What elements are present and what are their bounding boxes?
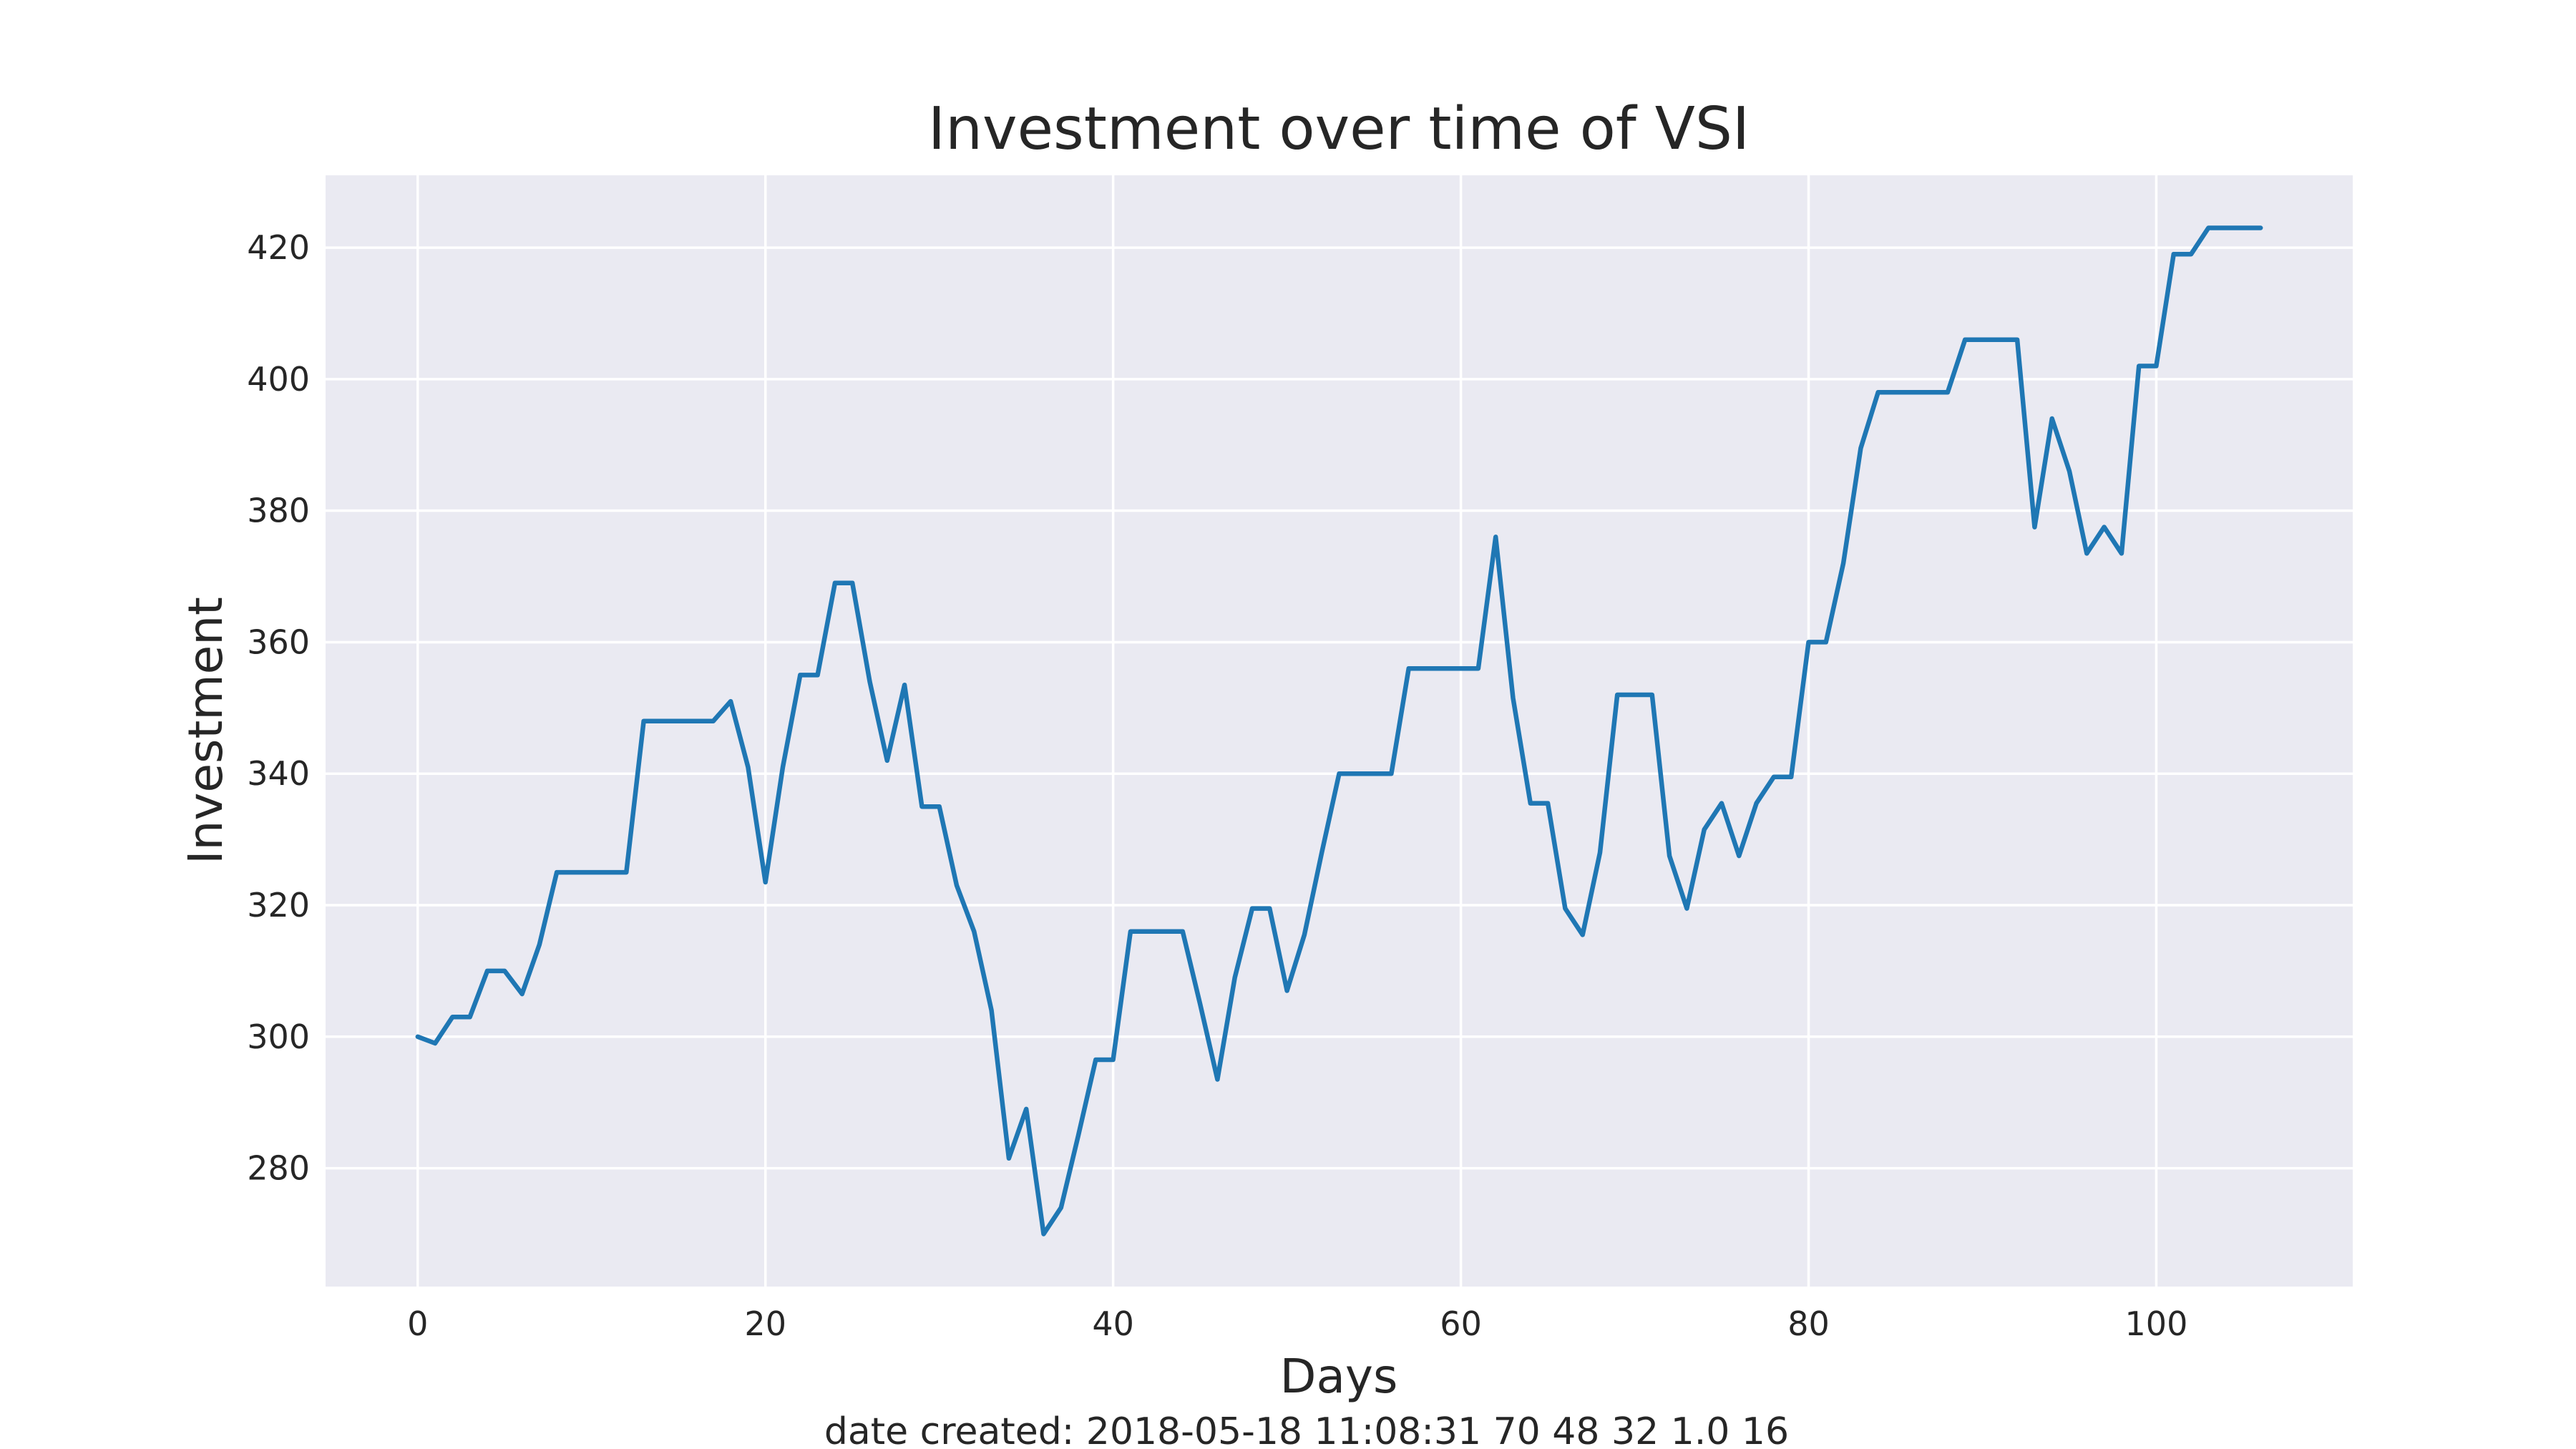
plot-area bbox=[326, 175, 2353, 1287]
x-tick-label: 0 bbox=[407, 1304, 428, 1343]
series-layer bbox=[415, 225, 2263, 1236]
y-tick-label: 340 bbox=[247, 754, 310, 793]
y-axis-label: Investment bbox=[178, 597, 233, 864]
x-tick-label: 60 bbox=[1440, 1304, 1482, 1343]
y-tick-label: 400 bbox=[247, 360, 310, 399]
y-tick-label: 280 bbox=[247, 1149, 310, 1188]
y-tick-label: 360 bbox=[247, 623, 310, 661]
date-caption: date created: 2018-05-18 11:08:31 70 48 … bbox=[824, 1410, 1789, 1449]
x-tick-label: 100 bbox=[2125, 1304, 2188, 1343]
tick-labels: 0 20 40 60 80 100 280 300 320 340 360 380 400 420 bbox=[247, 228, 2187, 1343]
x-axis-label: Days bbox=[1280, 1349, 1398, 1404]
y-tick-label: 420 bbox=[247, 228, 310, 267]
x-tick-label: 40 bbox=[1092, 1304, 1134, 1343]
y-tick-label: 300 bbox=[247, 1018, 310, 1056]
chart-title: Investment over time of VSI bbox=[928, 95, 1750, 163]
x-tick-label: 20 bbox=[744, 1304, 786, 1343]
y-tick-label: 320 bbox=[247, 886, 310, 924]
x-tick-label: 80 bbox=[1787, 1304, 1830, 1343]
y-tick-label: 380 bbox=[247, 492, 310, 530]
series-line-0 bbox=[415, 225, 2263, 1236]
